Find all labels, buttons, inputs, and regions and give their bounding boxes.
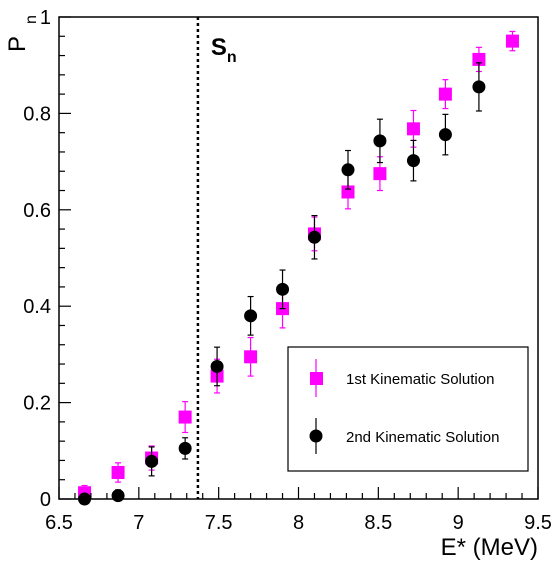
data-point-circle (210, 359, 224, 373)
data-point-circle (406, 154, 420, 168)
y-tick-label: 0.4 (23, 296, 51, 318)
data-point-circle (78, 492, 92, 506)
legend-label: 2nd Kinematic Solution (346, 429, 499, 446)
x-tick-label: 8.5 (364, 512, 392, 534)
data-point-square (438, 87, 452, 101)
y-axis-label: P n (4, 15, 40, 52)
x-tick-label: 9.5 (524, 512, 551, 534)
y-axis-label-main: P (4, 36, 31, 52)
data-point-circle (276, 282, 290, 296)
data-point-circle (472, 80, 486, 94)
x-tick-label: 7.5 (205, 512, 233, 534)
data-point-square (505, 34, 519, 48)
series-2 (78, 62, 486, 506)
tick-layer: 6.5 7 7.5 8 8.5 9 9.5 0 0.2 0.4 0.6 0.8 1 (23, 7, 551, 534)
x-tick-label: 9 (453, 512, 464, 534)
y-tick-label: 0 (40, 489, 51, 511)
legend-marker-circle (309, 429, 323, 443)
sn-label-subscript: n (227, 49, 237, 66)
data-point-circle (244, 309, 258, 323)
data-point-circle (438, 128, 452, 142)
data-point-circle (178, 441, 192, 455)
legend-label: 1st Kinematic Solution (346, 371, 494, 388)
data-point-square (406, 122, 420, 136)
legend-marker-square (310, 372, 323, 385)
y-tick-label: 0.6 (23, 200, 51, 222)
y-axis-label-subscript: n (23, 15, 40, 24)
data-point-square (111, 465, 125, 479)
series-layer (78, 30, 519, 506)
legend-box (287, 346, 529, 472)
data-point-circle (111, 489, 125, 503)
data-point-square (244, 350, 258, 364)
data-point-square (373, 167, 387, 181)
x-tick-label: 6.5 (45, 512, 73, 534)
x-tick-label: 7 (133, 512, 144, 534)
x-axis-label: E* (MeV) (441, 534, 538, 561)
sn-label: S (211, 34, 227, 61)
y-tick-label: 0.8 (23, 103, 51, 125)
data-point-square (472, 52, 486, 66)
data-point-square (341, 185, 355, 199)
y-tick-label: 0.2 (23, 393, 51, 415)
data-point-circle (373, 134, 387, 148)
data-point-circle (145, 454, 159, 468)
x-tick-label: 8 (293, 512, 304, 534)
data-point-circle (307, 230, 321, 244)
data-point-circle (341, 163, 355, 177)
data-point-square (178, 410, 192, 424)
legend: 1st Kinematic Solution 2nd Kinematic Solu… (287, 346, 529, 472)
y-tick-label: 1 (40, 7, 51, 29)
